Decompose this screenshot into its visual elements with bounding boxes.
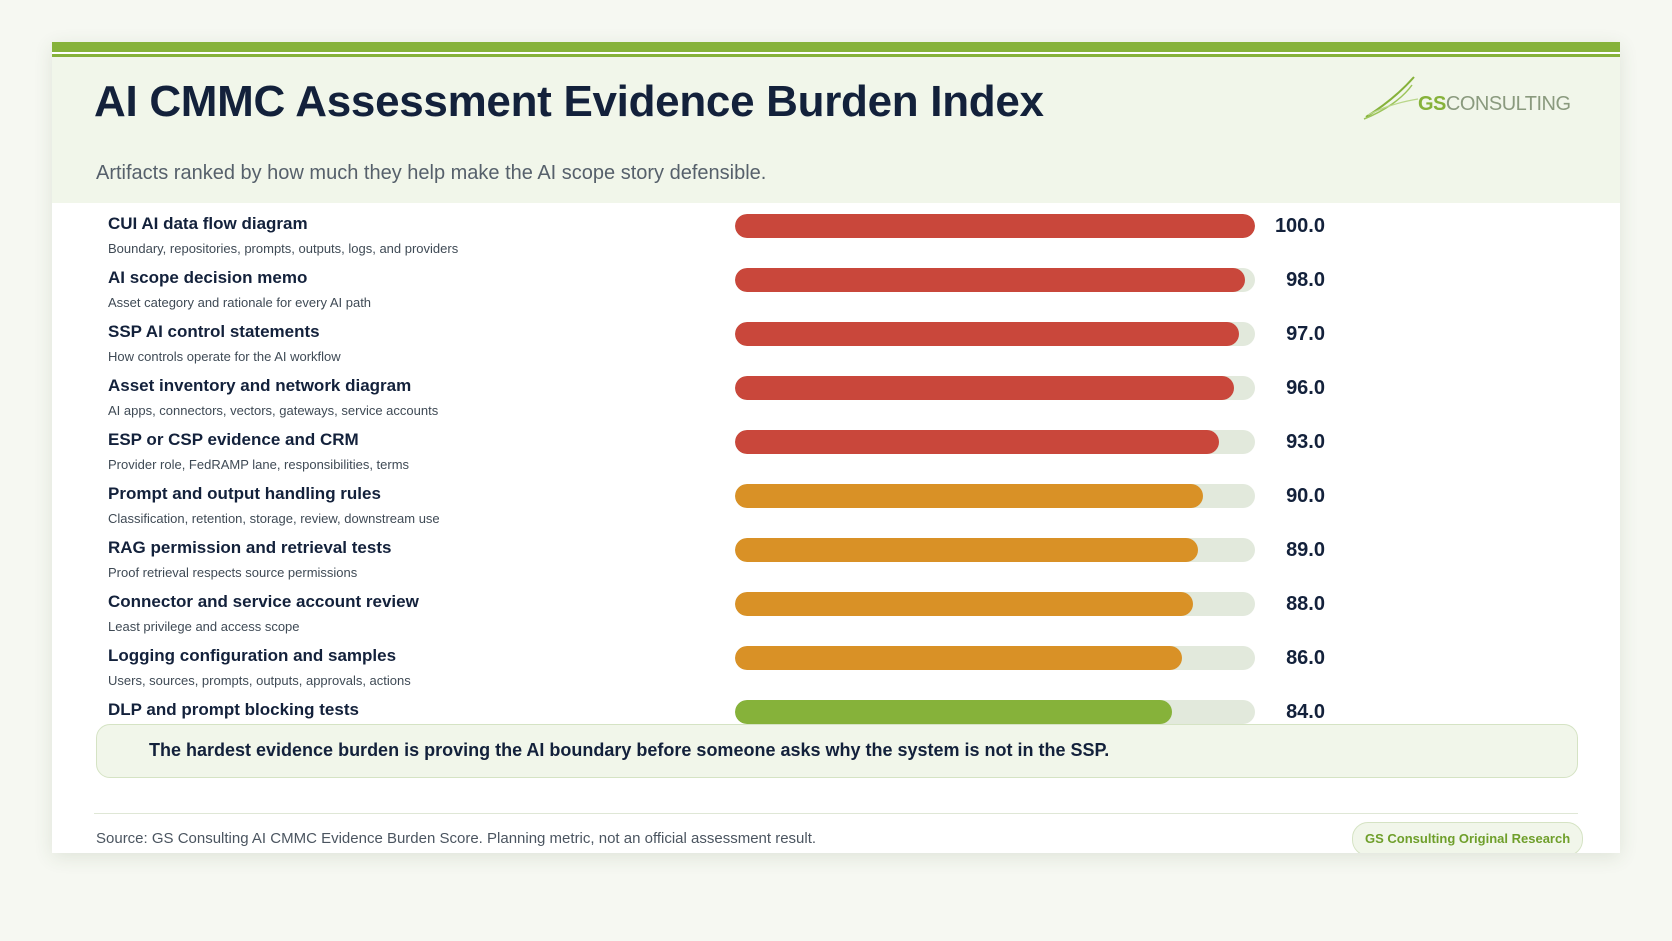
value-label: 97.0 [1286, 323, 1325, 345]
value-label: 89.0 [1286, 539, 1325, 561]
value-label: 96.0 [1286, 377, 1325, 399]
callout-text: The hardest evidence burden is proving t… [149, 740, 1110, 760]
bar-track [735, 538, 1255, 562]
bar-track [735, 430, 1255, 454]
bar-track [735, 484, 1255, 508]
page-title: AI CMMC Assessment Evidence Burden Index [94, 77, 1044, 126]
bar-track [735, 376, 1255, 400]
category-label: ESP or CSP evidence and CRM [108, 430, 359, 449]
gs-consulting-logo: GSCONSULTING [1362, 73, 1571, 123]
bar-track [735, 268, 1255, 292]
value-label: 98.0 [1286, 269, 1325, 291]
value-label: 90.0 [1286, 485, 1325, 507]
chart-row: RAG permission and retrieval tests Proof … [52, 527, 1620, 581]
logo-wordmark: GSCONSULTING [1418, 93, 1571, 116]
bar [735, 700, 1172, 724]
chart-row: Asset inventory and network diagram AI ap… [52, 365, 1620, 419]
bar [735, 430, 1219, 454]
category-label: CUI AI data flow diagram [108, 214, 308, 233]
category-description: Boundary, repositories, prompts, outputs… [108, 241, 459, 256]
category-description: Provider role, FedRAMP lane, responsibil… [108, 457, 410, 472]
bar [735, 484, 1203, 508]
chart-row: Logging configuration and samples Users, … [52, 635, 1620, 689]
chart-row: CUI AI data flow diagram Boundary, reposi… [52, 203, 1620, 257]
category-description: AI apps, connectors, vectors, gateways, … [108, 403, 439, 418]
bar-track [735, 322, 1255, 346]
bar [735, 376, 1234, 400]
chart-row: Prompt and output handling rules Classifi… [52, 473, 1620, 527]
chart-row: DLP and prompt blocking testsEvidence th… [52, 689, 1620, 743]
value-label: 88.0 [1286, 593, 1325, 615]
accent-bar-line [52, 54, 1620, 57]
bar-track [735, 646, 1255, 670]
category-label: Connector and service account review [108, 592, 419, 611]
category-description: Users, sources, prompts, outputs, approv… [108, 673, 411, 688]
source-note: Source: GS Consulting AI CMMC Evidence B… [96, 830, 817, 847]
category-label: RAG permission and retrieval tests [108, 538, 392, 557]
bar-track [735, 214, 1255, 238]
chart-row: SSP AI control statements How controls op… [52, 311, 1620, 365]
page-subtitle: Artifacts ranked by how much they help m… [96, 162, 767, 184]
chart-row: Connector and service account review Leas… [52, 581, 1620, 635]
accent-bar [52, 42, 1620, 52]
original-research-badge: GS Consulting Original Research [1352, 822, 1584, 853]
category-label: SSP AI control statements [108, 322, 320, 341]
value-label: 93.0 [1286, 431, 1325, 453]
category-description: Classification, retention, storage, revi… [108, 511, 440, 526]
bar [735, 268, 1245, 292]
category-label: Prompt and output handling rules [108, 484, 381, 503]
bar-track [735, 592, 1255, 616]
logo-gs-text: GS [1418, 93, 1446, 115]
chart-row: ESP or CSP evidence and CRM Provider role… [52, 419, 1620, 473]
category-label: Asset inventory and network diagram [108, 376, 412, 395]
category-description: How controls operate for the AI workflow [108, 349, 341, 364]
bar [735, 214, 1255, 238]
logo-consulting-text: CONSULTING [1445, 93, 1571, 115]
bar [735, 592, 1193, 616]
value-label: 84.0 [1286, 701, 1325, 723]
chart-card: AI CMMC Assessment Evidence Burden Index… [52, 42, 1620, 853]
footer-divider [94, 813, 1578, 814]
category-label: DLP and prompt blocking tests [108, 700, 359, 719]
bar [735, 538, 1198, 562]
value-label: 100.0 [1274, 215, 1325, 237]
category-label: Logging configuration and samples [108, 646, 397, 665]
chart-row: AI scope decision memo Asset category and… [52, 257, 1620, 311]
category-description: Asset category and rationale for every A… [108, 295, 372, 310]
category-description: Least privilege and access scope [108, 619, 300, 634]
chart-header: AI CMMC Assessment Evidence Burden Index… [52, 57, 1620, 203]
bar-track [735, 700, 1255, 724]
bar [735, 646, 1182, 670]
category-description: Proof retrieval respects source permissi… [108, 565, 358, 580]
key-takeaway-callout: The hardest evidence burden is proving t… [96, 724, 1578, 778]
value-label: 86.0 [1286, 647, 1325, 669]
category-label: AI scope decision memo [108, 268, 308, 287]
bar [735, 322, 1239, 346]
logo-swoosh-icon [1363, 76, 1419, 120]
